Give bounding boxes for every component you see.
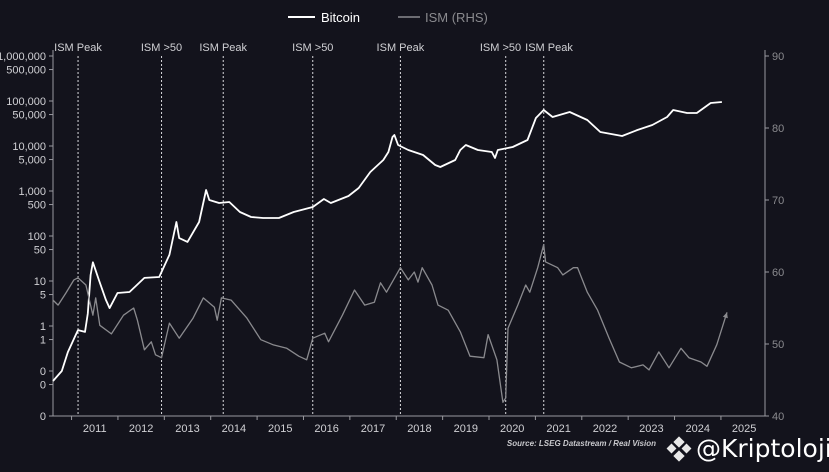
left-tick-label: 1 (40, 321, 46, 333)
left-tick-label: 0 (40, 380, 46, 392)
watermark: @Kriptoloji (666, 434, 829, 463)
x-tick-label: 2024 (686, 423, 710, 435)
x-tick-label: 2012 (129, 423, 153, 435)
left-tick-label: 50,000 (12, 110, 46, 122)
annotation-label: ISM Peak (377, 42, 425, 54)
left-tick-label: 50 (34, 245, 46, 257)
left-tick-label: 0 (40, 366, 46, 378)
x-tick-label: 2011 (83, 423, 107, 435)
right-tick-label: 60 (772, 267, 784, 279)
series (52, 101, 728, 403)
annotation-label: ISM Peak (199, 42, 247, 54)
annotation-label: ISM Peak (525, 42, 573, 54)
legend-ism-label: ISM (RHS) (425, 10, 488, 25)
left-tick-label: 5,000 (18, 155, 46, 167)
right-tick-label: 50 (772, 339, 784, 351)
left-tick-label: 10,000 (12, 141, 46, 153)
annotation-label: ISM >50 (480, 42, 521, 54)
legend-bitcoin-label: Bitcoin (321, 10, 360, 25)
left-tick-label: 1,000,000 (0, 51, 46, 63)
x-tick-label: 2023 (639, 423, 663, 435)
left-tick-label: 500,000 (6, 65, 46, 77)
left-tick-label: 500 (28, 200, 46, 212)
ism-line (52, 243, 728, 403)
left-tick-label: 0 (40, 411, 46, 423)
left-tick-label: 1,000 (18, 186, 46, 198)
x-tick-label: 2017 (361, 423, 385, 435)
watermark-text: @Kriptoloji (696, 434, 829, 463)
right-tick-label: 70 (772, 195, 784, 207)
left-tick-label: 100 (28, 231, 46, 243)
ism-arrow-icon (722, 312, 728, 319)
x-tick-label: 2021 (546, 423, 570, 435)
x-tick-label: 2020 (500, 423, 524, 435)
source-note: Source: LSEG Datastream / Real Vision (507, 439, 656, 448)
x-tick-label: 2013 (175, 423, 199, 435)
legend: Bitcoin ISM (RHS) (288, 10, 488, 25)
annotations: ISM Peak ISM >50 ISM Peak ISM >50 ISM Peak IS… (54, 42, 573, 416)
left-tick-label: 1 (40, 335, 46, 347)
right-tick-label: 80 (772, 123, 784, 135)
x-tick-label: 2025 (732, 423, 756, 435)
right-tick-label: 40 (772, 411, 784, 423)
annotation-label: ISM >50 (292, 42, 333, 54)
bitcoin-line (52, 101, 722, 382)
axes: 1,000,000 500,000 100,000 50,000 10,000 5,000… (0, 50, 784, 435)
x-tick-label: 2016 (314, 423, 338, 435)
left-tick-label: 5 (40, 290, 46, 302)
right-tick-label: 90 (772, 51, 784, 63)
x-tick-label: 2019 (454, 423, 478, 435)
x-tick-label: 2018 (407, 423, 431, 435)
annotation-label: ISM Peak (54, 42, 102, 54)
binance-logo-icon (666, 435, 692, 462)
x-tick-label: 2022 (593, 423, 617, 435)
left-tick-label: 100,000 (6, 96, 46, 108)
x-tick-label: 2015 (268, 423, 292, 435)
left-tick-label: 10 (34, 276, 46, 288)
x-tick-label: 2014 (222, 423, 246, 435)
annotation-label: ISM >50 (141, 42, 182, 54)
